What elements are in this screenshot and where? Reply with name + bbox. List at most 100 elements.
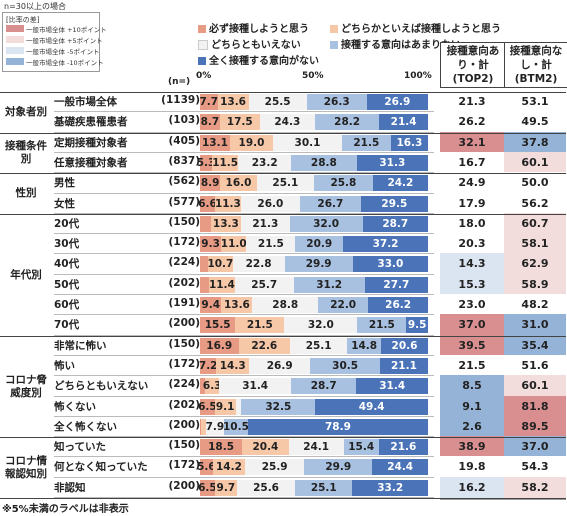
bar-value-label: 16.9 [206,339,233,352]
bar-value-label: 18.5 [208,441,235,454]
top2-header-text: 接種意向あり・計 (TOP2) [446,45,500,85]
bar-value-label: 32.0 [307,319,334,332]
top2-value: 24.9 [440,172,504,196]
bar-segment [290,337,348,354]
bar-segment [406,317,428,334]
bar-segment [318,297,369,313]
row-divider [54,253,434,255]
row-label: 60代 [54,299,80,311]
bar-segment [256,175,314,192]
x-tick-label: 0% [196,71,212,81]
row-n: (150) [168,337,200,350]
bar-value-label: 20.9 [306,238,333,251]
bar-segment [235,398,242,415]
key-label: 一般市場全体 -5ポイント [26,48,100,56]
bar-segment [242,439,289,456]
bar-value-label: 25.1 [272,177,299,190]
bar-value-label: 31.4 [379,380,406,393]
btm2-value: 58.2 [504,476,566,500]
bar-segment [360,195,428,212]
bar-segment [200,479,215,496]
row-divider [54,172,434,174]
bar-segment [200,94,218,110]
bar-segment [314,175,373,192]
row-divider [54,233,434,235]
row-n: (405) [168,134,200,147]
row-label: 何となく知っていた [54,461,148,474]
bar-segment [223,418,248,435]
bar-value-label: 26.9 [384,96,411,108]
bar-segment [246,236,296,253]
bar-segment [200,175,221,192]
btm2-value: 89.5 [504,415,566,439]
group-divider [0,173,566,175]
key-row: 一般市場全体 +5ポイント [6,36,103,45]
bar-segment [200,398,215,415]
bar-value-label: 31.2 [316,278,343,291]
x-tick-label: 50% [302,71,324,81]
row-label: どちらともいえない [54,380,149,393]
bar-segment [238,154,292,171]
legend-item: 必ず接種しようと思う [198,20,309,35]
bar-value-label: 37.2 [372,238,399,251]
top2-value: 23.0 [440,294,504,317]
difference-key: [比率の差] 一般市場全体 +10ポイント 一般市場全体 +5ポイント 一般市場全体… [2,12,107,72]
bar-value-label: 6.5 [198,400,217,413]
btm2-value: 53.1 [504,91,566,114]
group-divider [0,213,566,215]
bar-value-label: 20.4 [252,441,279,454]
bar-value-label: 33.0 [377,258,404,271]
bar-segment [236,479,296,496]
bar-segment [315,114,380,131]
top2-value: 9.1 [440,395,504,419]
bar-value-label: 17.5 [226,116,253,129]
row-divider [54,334,434,336]
key-row: 一般市場全体 -5ポイント [6,47,100,56]
group-label: コロナ情報認知別 [0,437,52,498]
legend-swatch [198,25,206,33]
bar-segment [379,114,428,131]
bar-segment [212,459,246,476]
bar-segment [200,195,216,212]
bar-segment [248,94,307,110]
bar-segment [291,154,357,171]
bar-segment [200,236,222,253]
row-divider [54,314,434,316]
bar-segment [295,236,344,253]
bar-value-label: 14.8 [351,339,378,352]
bar-value-label: 13.3 [212,217,239,230]
bar-value-label: 21.5 [257,238,284,251]
bar-segment [240,195,300,212]
bar-segment [356,154,428,171]
row-divider [54,111,434,113]
bar-value-label: 28.8 [272,299,299,311]
bar-segment [201,418,206,435]
bar-value-label: 30.5 [332,359,359,372]
bar-segment [200,317,236,334]
row-label: 非常に怖い [54,339,107,352]
bar-value-label: 78.9 [324,420,351,433]
key-swatch [6,36,24,43]
bar-segment [200,154,213,171]
bar-segment [205,418,224,435]
bar-value-label: 25.6 [253,481,279,494]
row-label: 40代 [54,258,80,271]
bar-segment [343,236,428,253]
bar-value-label: 29.9 [325,461,352,474]
bar-value-label: 24.4 [387,461,414,474]
bar-value-label: 7.7 [199,96,219,108]
row-n: (172) [168,357,200,370]
bar-segment [241,215,290,232]
group-label: 接種条件別 [0,132,52,174]
bar-value-label: 6.3 [202,380,222,393]
bar-value-label: 27.7 [383,278,410,291]
legend-item: どちらともいえない [198,36,301,51]
legend-swatch [330,41,338,49]
bar-value-label: 8.7 [200,116,220,129]
row-divider [54,151,434,153]
bar-segment [200,134,230,151]
legend-item: 接種する意向はあまりない [330,36,461,51]
row-n: (191) [168,297,200,309]
bar-segment [366,94,428,110]
row-n: (202) [168,398,200,411]
